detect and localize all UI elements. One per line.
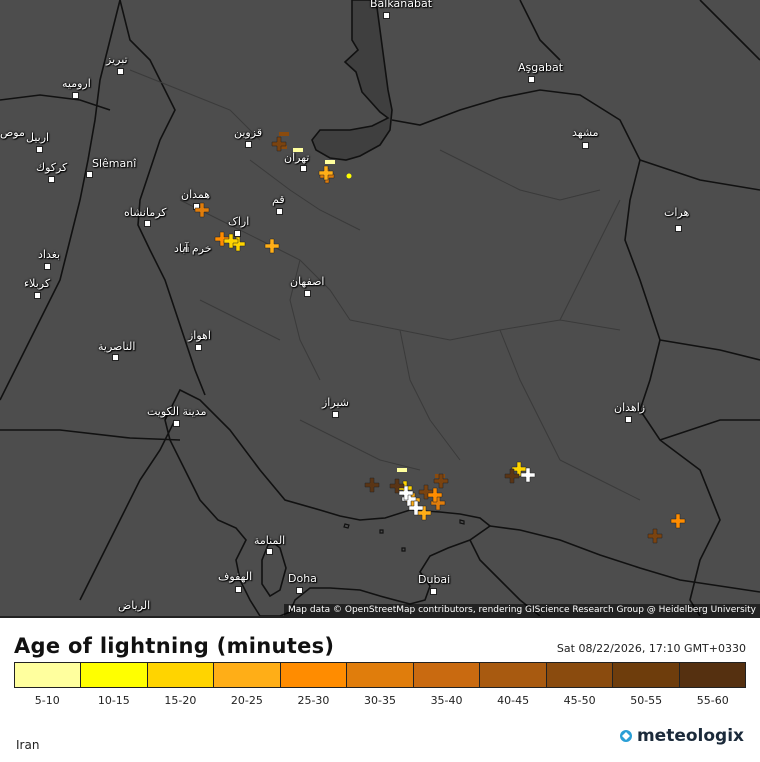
city-label: مشهد [572,126,599,139]
scale-label: 45-50 [563,694,596,707]
province-borders [129,69,641,501]
city-marker [86,171,93,178]
scale-swatch-30-35 [347,663,414,687]
region-label: Iran [16,738,40,752]
city-marker [332,411,339,418]
city-marker [234,230,241,237]
country-borders [0,0,760,601]
city-label: Doha [288,572,317,585]
scale-swatch-50-55 [613,663,680,687]
city-label: شیراز [322,396,349,409]
scale-swatch-5-10 [15,663,82,687]
city-label: اربيل [26,131,50,144]
city-marker [72,92,79,99]
scale-swatch-45-50 [546,663,614,687]
city-marker [245,141,252,148]
brand-name: meteologix [636,726,744,746]
city-marker [193,203,200,210]
city-label: بغداد [38,248,61,261]
timestamp: Sat 08/22/2026, 17:10 GMT+0330 [556,642,746,655]
city-label: قم [272,193,285,206]
gulf-of-oman-coast [489,525,760,593]
scale-label: 15-20 [164,694,197,707]
city-label: قزوین [234,126,263,139]
city-marker [183,246,190,253]
city-marker [144,220,151,227]
city-marker [44,263,51,270]
brand-logo[interactable]: meteologix [619,726,744,746]
city-label: هرات [664,206,690,219]
city-label: موص [0,126,25,139]
city-marker [625,416,632,423]
persian-gulf [164,388,492,616]
scale-label: 40-45 [497,694,530,707]
city-marker [235,586,242,593]
city-marker [430,588,437,595]
city-label: همدان [181,188,211,201]
city-marker [582,142,589,149]
city-label: Slêmanî [92,157,137,170]
city-marker [112,354,119,361]
city-marker [300,165,307,172]
scale-swatch-55-60 [679,663,745,687]
city-marker [195,344,202,351]
city-label: Dubai [418,573,451,586]
scale-label: 20-25 [230,694,263,707]
city-marker [266,548,273,555]
scale-label: 50-55 [630,694,663,707]
city-marker [276,208,283,215]
caspian-sea [311,0,393,161]
city-label: اهواز [188,329,211,342]
scale-swatch-40-45 [480,663,547,687]
scale-swatch-20-25 [214,663,281,687]
city-marker [528,76,535,83]
city-label: ارومیه [62,77,91,90]
scale-label: 35-40 [430,694,463,707]
city-label: اراک [228,215,250,228]
color-scale-labels: 5-10 10-15 15-20 20-25 25-30 30-35 35-40 40-45 4… [14,694,746,707]
city-marker [34,292,41,299]
city-marker [296,587,303,594]
scale-swatch-15-20 [147,663,215,687]
scale-swatch-10-15 [81,663,148,687]
city-marker [36,146,43,153]
map-attribution: Map data © OpenStreetMap contributors, r… [284,604,760,616]
city-marker [383,12,390,19]
scale-label: 10-15 [97,694,130,707]
scale-label: 5-10 [34,694,60,707]
city-label: Aşgabat [518,61,564,74]
city-label: کرمانشاه [124,206,167,219]
scale-swatch-25-30 [280,663,348,687]
meteologix-logo-icon [619,730,632,742]
legend-title: Age of lightning (minutes) [14,634,335,658]
city-label: كربلاء [24,277,51,290]
city-label: اصفهان [290,275,325,288]
city-label: الناصرية [98,340,136,353]
city-marker [173,420,180,427]
map-basemap [0,0,760,616]
city-marker [304,290,311,297]
city-label: المنامة [254,534,286,547]
city-label: تهران [284,151,310,164]
city-label: تبریز [106,53,128,66]
scale-label: 55-60 [696,694,729,707]
scale-swatch-35-40 [413,663,481,687]
city-label: Balkanabat [370,0,433,10]
city-label: مدينة الكويت [147,405,207,418]
city-label: الرياض [118,599,151,612]
city-label: خرم آباد [174,242,212,255]
color-scale [14,662,746,688]
city-label: الهفوف [218,570,253,583]
iran-border [119,0,721,616]
city-marker [117,68,124,75]
gulf-islands [343,519,465,552]
city-marker [48,176,55,183]
legend-panel: Age of lightning (minutes) Sat 08/22/202… [0,616,760,762]
city-marker [675,225,682,232]
scale-label: 30-35 [364,694,396,707]
scale-label: 25-30 [297,694,330,707]
lightning-map[interactable]: Balkanabat Aşgabat تبریز ارومیه قزوین مش… [0,0,760,616]
city-label: كركوك [36,161,68,174]
city-label: زاهدان [614,401,646,414]
